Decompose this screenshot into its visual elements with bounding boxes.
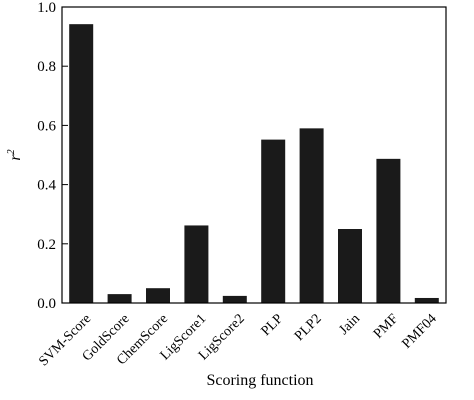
bar-pmf [376,158,401,303]
bar-ligscore2 [222,295,247,303]
bars [69,24,439,303]
y-axis-label: r2 [6,149,24,160]
y-axis-ticks: 0.0 0.2 0.4 0.6 0.8 1.0 [37,0,68,312]
bar-goldscore [107,294,132,303]
x-category-label: PLP2 [292,311,325,344]
x-category-label: Jain [336,311,363,338]
x-category-label: PMF04 [400,311,440,351]
y-axis-label-superscript: 2 [6,149,17,154]
y-tick-label: 0.0 [37,296,56,312]
bar-svm-score [69,24,94,303]
y-tick-label: 0.4 [37,178,56,194]
y-tick-label: 0.8 [37,59,56,75]
plot-frame [61,6,447,304]
bar-pmf04 [414,297,439,303]
bar-jain [338,229,362,303]
x-category-label: PLP [259,311,287,339]
y-axis-label-base: r [7,154,24,161]
bar-plp [261,139,286,303]
x-category-label: PMF [371,311,402,342]
y-tick-label: 0.2 [37,237,56,253]
bar-ligscore1 [184,225,209,303]
y-tick-label: 1.0 [37,0,56,16]
y-tick-label: 0.6 [37,118,56,134]
bar-plp2 [299,128,324,303]
bar-chemscore [146,288,170,303]
x-axis-label: Scoring function [206,372,313,389]
x-axis-category-labels: SVM-ScoreGoldScoreChemScoreLigScore1LigS… [36,311,440,369]
